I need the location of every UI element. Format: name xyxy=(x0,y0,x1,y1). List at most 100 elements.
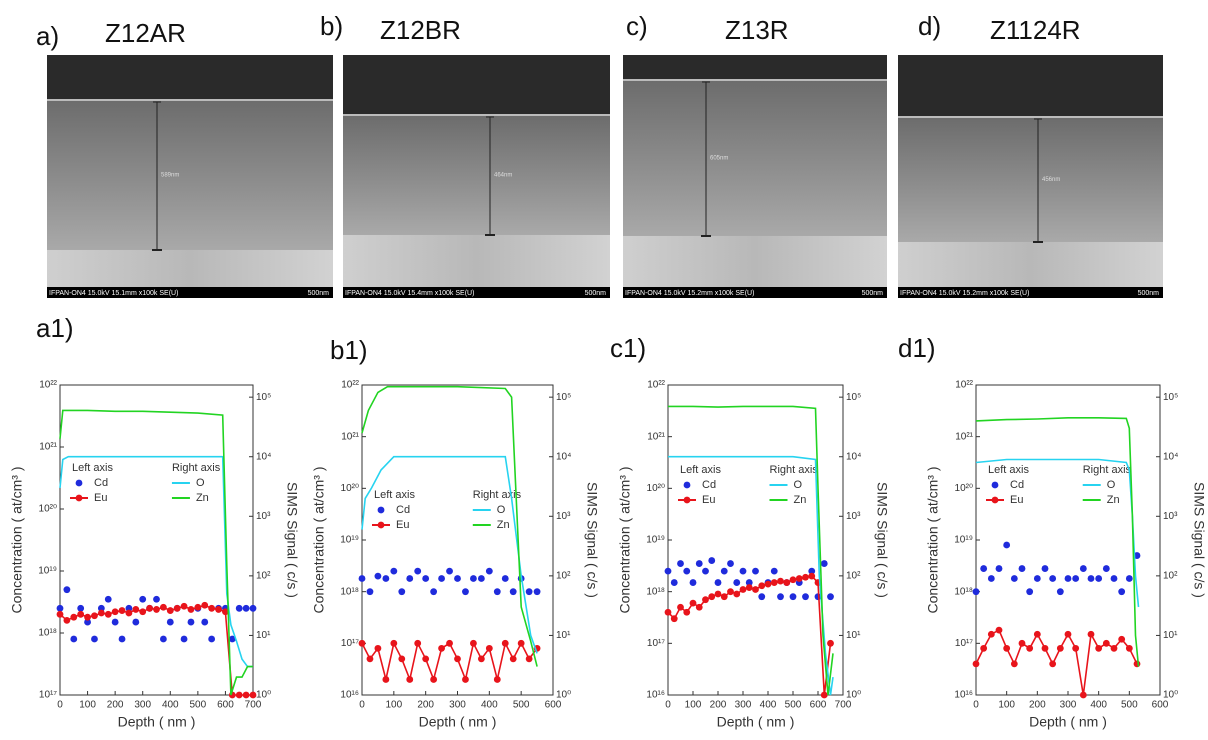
series-marker xyxy=(166,607,174,614)
series-marker xyxy=(1033,575,1041,582)
y-tick-label: 10²⁰ xyxy=(341,483,359,494)
series-marker xyxy=(366,655,374,663)
y2-tick-label: 10⁰ xyxy=(1163,690,1178,701)
series-marker xyxy=(827,639,834,647)
x-tick-label: 300 xyxy=(134,700,151,711)
series-marker xyxy=(104,610,112,618)
thickness-label: 605nm xyxy=(710,156,728,162)
series-marker xyxy=(390,639,398,647)
legend-title: Right axis xyxy=(1083,464,1132,476)
series-line xyxy=(361,385,538,667)
series-marker xyxy=(695,603,703,611)
sem-background xyxy=(898,55,1163,117)
series-marker xyxy=(764,580,772,588)
x-tick-label: 100 xyxy=(79,700,96,711)
legend-label: Eu xyxy=(396,519,409,531)
legend-label: Cd xyxy=(702,479,716,491)
series-marker xyxy=(414,567,422,575)
series-marker xyxy=(1056,644,1064,652)
series-marker xyxy=(777,577,784,585)
series-marker xyxy=(1010,660,1018,668)
series-line xyxy=(59,455,253,668)
series-marker xyxy=(727,560,734,567)
series-marker xyxy=(1118,588,1126,596)
series-marker xyxy=(132,606,140,613)
series-line xyxy=(59,409,253,696)
x-tick-label: 100 xyxy=(998,700,1015,711)
series-marker xyxy=(664,567,672,575)
y2-tick-label: 10² xyxy=(256,571,271,582)
legend-label: Cd xyxy=(94,477,108,489)
series-marker xyxy=(173,604,181,612)
y-tick-label: 10¹⁶ xyxy=(646,690,665,701)
series-marker xyxy=(972,588,980,596)
series-marker xyxy=(1064,630,1072,638)
legend-swatch xyxy=(75,494,83,502)
x-tick-label: 0 xyxy=(359,700,365,711)
x-tick-label: 300 xyxy=(1060,700,1077,711)
y-tick-label: 10²² xyxy=(39,380,57,391)
series-marker xyxy=(695,560,703,567)
x-tick-label: 600 xyxy=(810,700,827,711)
series-marker xyxy=(477,575,485,582)
x-tick-label: 500 xyxy=(513,700,530,711)
y2-axis-label: SIMS Signal ( c/s ) xyxy=(284,482,300,598)
legend-swatch xyxy=(75,479,83,487)
series-marker xyxy=(689,599,697,607)
series-marker xyxy=(1102,639,1110,647)
series-marker xyxy=(1118,635,1126,643)
y2-tick-label: 10² xyxy=(1163,571,1178,582)
series-marker xyxy=(664,608,672,616)
y-tick-label: 10²⁰ xyxy=(955,483,973,494)
series-marker xyxy=(1049,660,1057,668)
series-marker xyxy=(249,604,257,612)
series-marker xyxy=(366,588,374,596)
series-marker xyxy=(422,655,430,663)
sem-info-bar xyxy=(623,287,887,298)
series-marker xyxy=(501,639,509,647)
series-marker xyxy=(382,676,390,683)
series-marker xyxy=(414,639,422,647)
legend-title: Left axis xyxy=(680,464,721,476)
series-line xyxy=(668,405,834,696)
series-marker xyxy=(517,639,525,647)
x-tick-label: 700 xyxy=(245,700,262,711)
series-marker xyxy=(398,655,406,663)
x-tick-label: 200 xyxy=(417,700,434,711)
series-marker xyxy=(1003,541,1011,549)
series-marker xyxy=(454,575,461,582)
series-marker xyxy=(249,691,257,699)
series-marker xyxy=(727,588,734,596)
sample-name: Z13R xyxy=(725,15,789,45)
series-marker xyxy=(1041,565,1049,572)
y2-tick-label: 10⁵ xyxy=(256,392,271,403)
panel-label: c1) xyxy=(610,333,646,363)
series-marker xyxy=(1110,575,1118,582)
series-marker xyxy=(1010,575,1018,582)
series-marker xyxy=(201,601,209,609)
sem-info-bar xyxy=(898,287,1163,298)
series-marker xyxy=(446,567,453,575)
y-tick-label: 10¹⁹ xyxy=(340,535,359,546)
x-axis-label: Depth ( nm ) xyxy=(1029,714,1107,730)
x-tick-label: 600 xyxy=(1152,700,1169,711)
series-marker xyxy=(97,604,105,612)
y2-tick-label: 10⁰ xyxy=(556,690,571,701)
sem-scale: 500nm xyxy=(308,290,330,297)
series-marker xyxy=(70,613,78,621)
thickness-label: 464nm xyxy=(494,173,512,179)
series-marker xyxy=(477,655,485,663)
legend-swatch xyxy=(683,481,691,489)
series-marker xyxy=(91,635,98,643)
sem-scale: 500nm xyxy=(862,290,884,297)
series-marker xyxy=(125,609,133,617)
series-marker xyxy=(97,609,105,617)
series-marker xyxy=(783,579,791,586)
y-tick-label: 10²⁰ xyxy=(39,504,57,515)
series-marker xyxy=(446,639,453,647)
x-tick-label: 200 xyxy=(710,700,727,711)
series-marker xyxy=(228,635,236,643)
y-axis-label: Concentration ( at/cm³ ) xyxy=(617,466,633,613)
series-marker xyxy=(139,595,147,603)
y-axis-label: Concentration ( at/cm³ ) xyxy=(311,466,327,613)
